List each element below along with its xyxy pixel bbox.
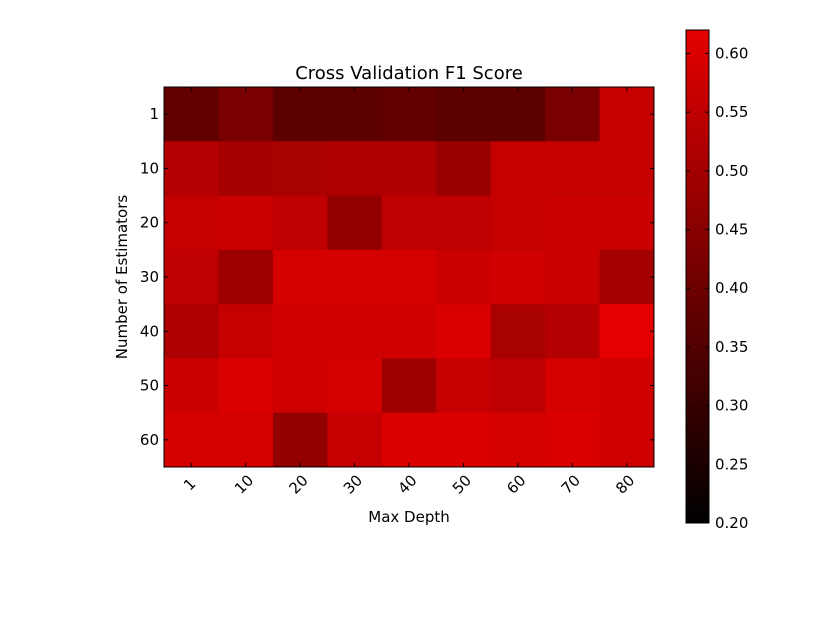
heatmap-cell [490,304,546,359]
colorbar-tick-label: 0.30 [715,397,748,415]
heatmap-cell [599,249,655,305]
heatmap-cell [381,358,437,414]
heatmap-cell [164,249,219,305]
heatmap-cell [490,249,546,305]
heatmap-cell [436,249,492,305]
heatmap-cell [381,195,437,251]
y-tick-label: 20 [140,214,159,232]
x-tick-label: 20 [285,471,311,497]
colorbar-tick-label: 0.35 [715,338,748,356]
heatmap-cell [218,87,274,142]
heatmap-cell [272,358,328,414]
heatmap-cell [599,304,655,359]
heatmap-cell [381,141,437,197]
colorbar-tick-label: 0.25 [715,455,748,473]
heatmap-cell [327,412,383,468]
x-tick-label: 80 [612,471,638,497]
heatmap-cell [218,249,274,305]
heatmap-cell [599,87,655,142]
colorbar-tick-label: 0.20 [715,514,748,532]
heatmap-cell [218,195,274,251]
heatmap-cell [164,412,219,468]
y-tick-label: 50 [140,377,159,395]
heatmap-cell [599,358,655,414]
heatmap-cell [490,195,546,251]
heatmap-cell [436,358,492,414]
heatmap-cell [436,412,492,468]
colorbar-tick-label: 0.50 [715,162,748,180]
heatmap-cell [545,412,601,468]
heatmap-cell [436,141,492,197]
y-tick-label: 40 [140,322,159,340]
y-tick-label: 1 [149,105,159,123]
colorbar [685,29,710,524]
y-tick-label: 30 [140,268,159,286]
heatmap-cell [218,304,274,359]
x-tick-label: 30 [340,471,366,497]
heatmap-cell [545,304,601,359]
heatmap-cell [490,412,546,468]
heatmap-cell [272,87,328,142]
heatmap-cell [490,87,546,142]
heatmap-cell [436,87,492,142]
heatmap-cell [599,412,655,468]
x-tick-label: 1 [180,475,199,494]
heatmap-cells [164,87,655,468]
heatmap-cell [272,304,328,359]
heatmap-cell [327,141,383,197]
heatmap-cell [599,141,655,197]
colorbar-tick-label: 0.40 [715,279,748,297]
heatmap-cell [381,412,437,468]
heatmap-cell [436,195,492,251]
heatmap-cell [218,358,274,414]
heatmap-cell [545,87,601,142]
heatmap-cell [381,249,437,305]
heatmap-cell [164,195,219,251]
heatmap-cell [327,249,383,305]
heatmap-cell [436,304,492,359]
heatmap-cell [381,87,437,142]
y-axis-ticks: 1 10 20 30 40 50 60 [140,105,654,449]
heatmap-cell [164,358,219,414]
heatmap-cell [272,141,328,197]
chart-title: Cross Validation F1 Score [295,63,523,84]
heatmap-cell [327,195,383,251]
heatmap-cell [545,195,601,251]
y-tick-label: 10 [140,159,159,177]
heatmap-cell [327,87,383,142]
heatmap-cell [272,412,328,468]
colorbar-tick-label: 0.45 [715,221,748,239]
x-axis-label: Max Depth [368,508,449,526]
colorbar-tick-label: 0.55 [715,103,748,121]
heatmap-cell [327,304,383,359]
y-tick-label: 60 [140,431,159,449]
heatmap-cell [272,195,328,251]
colorbar-ticks: 0.20 0.25 0.30 0.35 0.40 0.45 0.50 0.55 0.60 [686,44,748,532]
x-tick-label: 70 [558,471,584,497]
heatmap-cell [490,358,546,414]
x-tick-label: 60 [503,471,529,497]
x-tick-label: 10 [231,471,257,497]
heatmap-cell [381,304,437,359]
x-tick-label: 40 [394,471,420,497]
heatmap-cell [327,358,383,414]
heatmap-cell [218,141,274,197]
x-tick-label: 50 [449,471,475,497]
y-axis-label: Number of Estimators [113,195,131,360]
colorbar-tick-label: 0.60 [715,44,748,62]
heatmap-cell [545,141,601,197]
heatmap-cell [164,304,219,359]
heatmap-cell [545,358,601,414]
heatmap-cell [272,249,328,305]
heatmap-cell [218,412,274,468]
heatmap-cell [545,249,601,305]
heatmap-cell [599,195,655,251]
heatmap-cell [164,87,219,142]
heatmap-cell [490,141,546,197]
heatmap-cell [164,141,219,197]
